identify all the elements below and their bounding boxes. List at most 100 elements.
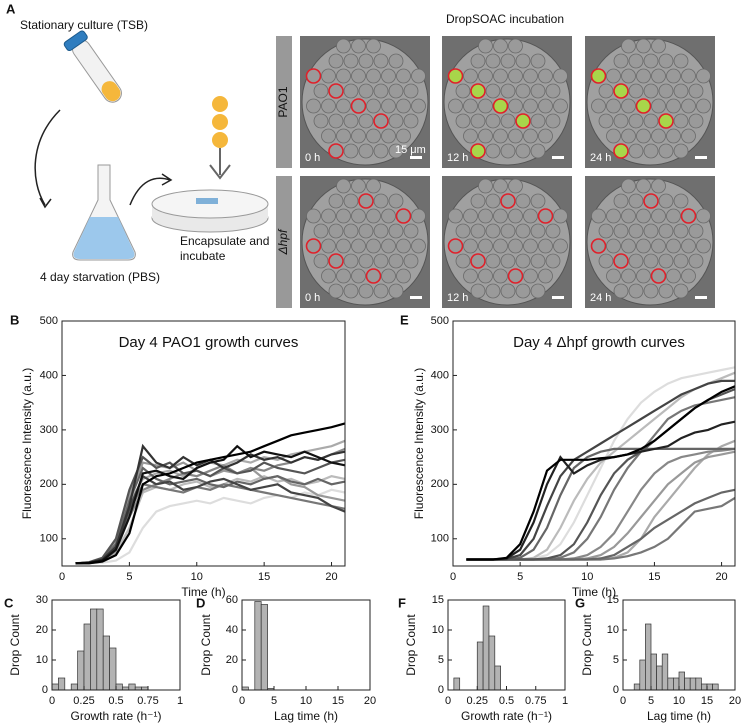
micrograph: 12 h <box>442 36 572 168</box>
droplet <box>328 143 344 159</box>
droplet <box>455 83 471 99</box>
x-axis-label: Time (h) <box>181 585 225 599</box>
x-tick-label: 1 <box>562 695 568 707</box>
droplet <box>470 193 486 209</box>
droplet <box>463 208 478 224</box>
droplet <box>328 113 344 129</box>
bar <box>70 683 78 691</box>
x-tick-label: 1 <box>177 695 183 707</box>
droplet <box>493 268 508 284</box>
droplet <box>470 143 486 159</box>
bar <box>115 683 123 691</box>
droplet <box>613 83 629 99</box>
droplet <box>336 238 351 254</box>
droplet <box>628 253 644 269</box>
x-tick-label: 0 <box>49 695 55 707</box>
droplet <box>328 253 344 269</box>
droplet <box>553 68 568 84</box>
x-axis-label: Lag time (h) <box>274 709 338 723</box>
droplet <box>507 268 524 284</box>
droplet <box>651 68 666 84</box>
y-tick-label: 10 <box>36 654 48 666</box>
droplet <box>343 223 359 239</box>
y-tick-label: 300 <box>40 424 58 436</box>
droplet <box>478 68 493 84</box>
scale-bar <box>410 156 422 159</box>
droplet <box>358 283 374 299</box>
y-axis-label: Drop Count <box>404 614 418 676</box>
droplet <box>388 253 404 269</box>
droplet <box>321 128 336 144</box>
droplet <box>478 128 493 144</box>
droplet <box>666 128 681 144</box>
micrograph: 0 h <box>300 176 430 308</box>
x-tick-label: 15 <box>332 695 344 707</box>
droplet <box>636 68 651 84</box>
droplet <box>673 143 689 159</box>
droplet <box>321 268 336 284</box>
x-tick-label: 10 <box>191 571 203 583</box>
droplet <box>328 53 344 69</box>
culture-tube <box>63 30 122 103</box>
droplet <box>366 68 381 84</box>
droplet <box>523 98 538 114</box>
droplet <box>643 223 659 239</box>
droplet <box>470 113 486 129</box>
droplet <box>696 238 711 254</box>
droplet <box>606 238 621 254</box>
droplet <box>403 223 419 239</box>
micrographs: 0 h 12 h 24 h 0 h 12 h 24 h 15 μm <box>300 36 715 308</box>
series-line <box>75 444 346 565</box>
series-line <box>466 496 736 561</box>
y-tick-label: 60 <box>226 594 238 606</box>
x-tick-label: 15 <box>648 571 660 583</box>
droplet <box>478 98 493 114</box>
droplet <box>628 53 644 69</box>
droplet <box>470 283 486 299</box>
droplet <box>635 98 652 114</box>
dish-label: Encapsulate and <box>180 234 269 248</box>
droplet <box>358 143 374 159</box>
droplet <box>358 223 374 239</box>
arrow-head <box>161 173 173 186</box>
droplet <box>613 193 629 209</box>
micrograph: 24 h <box>585 176 715 308</box>
droplet <box>681 98 696 114</box>
droplet <box>493 178 508 194</box>
droplet <box>606 68 621 84</box>
droplet <box>381 268 396 284</box>
droplet <box>553 98 568 114</box>
droplet <box>500 143 516 159</box>
droplet <box>493 38 508 54</box>
x-tick-label: 0 <box>59 571 65 583</box>
bar <box>488 635 496 691</box>
droplet <box>470 223 486 239</box>
droplet <box>358 113 374 129</box>
droplet <box>313 223 329 239</box>
bar <box>667 677 674 691</box>
droplet <box>366 208 381 224</box>
series-line <box>466 396 736 561</box>
time-label: 12 h <box>447 292 468 304</box>
droplet <box>493 238 508 254</box>
droplet <box>621 98 636 114</box>
bar <box>633 683 641 691</box>
time-label: 12 h <box>447 152 468 164</box>
droplet <box>598 83 614 99</box>
droplet <box>696 68 711 84</box>
droplet <box>366 38 381 54</box>
droplet <box>530 83 546 99</box>
droplet <box>396 268 411 284</box>
droplet <box>598 223 614 239</box>
x-tick-label: 0 <box>620 695 626 707</box>
droplet <box>388 53 404 69</box>
bar <box>712 683 719 691</box>
droplet <box>343 53 359 69</box>
y-tick-label: 20 <box>36 624 48 636</box>
arrow <box>34 109 61 206</box>
droplet <box>493 208 508 224</box>
bar <box>128 683 136 691</box>
droplet <box>508 178 523 194</box>
x-tick-label: 0.25 <box>467 695 488 707</box>
panel-letter: F <box>398 595 406 610</box>
